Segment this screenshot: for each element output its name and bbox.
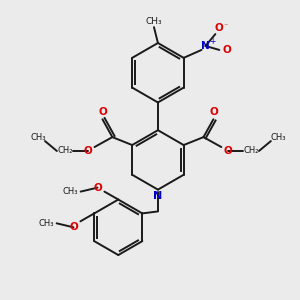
Text: +: + [209,37,216,46]
Text: ⁻: ⁻ [223,22,227,31]
Text: CH₂: CH₂ [243,146,259,155]
Text: N: N [201,41,210,51]
Text: O: O [69,222,78,232]
Text: O: O [98,107,107,117]
Text: CH₃: CH₃ [146,17,162,26]
Text: O: O [83,146,92,156]
Text: O: O [209,107,218,117]
Text: CH₃: CH₃ [39,219,55,228]
Text: CH₃: CH₃ [63,187,79,196]
Text: O: O [223,45,232,55]
Text: CH₃: CH₃ [270,133,286,142]
Text: N: N [153,190,163,201]
Text: O: O [93,183,102,193]
Text: O: O [215,23,224,33]
Text: CH₂: CH₂ [57,146,73,155]
Text: O: O [224,146,233,156]
Text: CH₃: CH₃ [30,133,46,142]
